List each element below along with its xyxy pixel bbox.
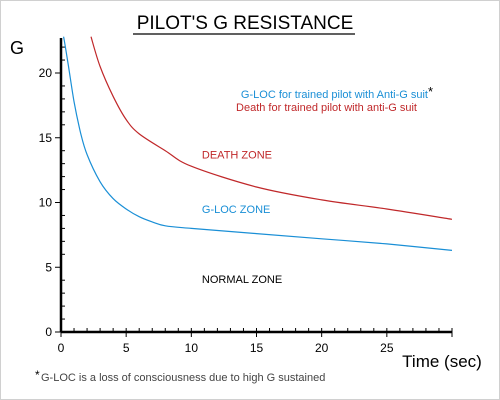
zone-label: NORMAL ZONE bbox=[202, 274, 282, 286]
chart-title: PILOT'S G RESISTANCE bbox=[137, 13, 354, 34]
footnote: * G-LOC is a loss of consciousness due t… bbox=[35, 368, 325, 384]
legend-entry-gloc: G-LOC for trained pilot with Anti-G suit bbox=[241, 89, 428, 101]
series-lines bbox=[63, 36, 452, 251]
legend: G-LOC for trained pilot with Anti-G suit… bbox=[236, 84, 433, 114]
x-tick-label: 25 bbox=[380, 341, 394, 355]
zone-annotations: DEATH ZONE G-LOC ZONE NORMAL ZONE bbox=[202, 149, 282, 285]
zone-label: G-LOC ZONE bbox=[202, 204, 270, 216]
ticks: 0 5 10 15 20 0 5 10 15 20 25 bbox=[39, 46, 453, 355]
y-tick-label: 5 bbox=[45, 260, 52, 274]
y-tick-label: 10 bbox=[39, 196, 53, 210]
y-tick-label: 15 bbox=[39, 131, 53, 145]
x-tick-label: 5 bbox=[123, 341, 130, 355]
x-tick-label: 20 bbox=[315, 341, 329, 355]
footnote-text: G-LOC is a loss of consciousness due to … bbox=[41, 372, 325, 384]
death-line bbox=[90, 36, 452, 220]
x-tick-label: 0 bbox=[58, 341, 65, 355]
y-tick-label: 20 bbox=[39, 66, 53, 80]
x-axis-label: Time (sec) bbox=[402, 352, 482, 371]
legend-entry-gloc-marker: * bbox=[428, 84, 433, 99]
y-tick-label: 0 bbox=[45, 325, 52, 339]
x-tick-label: 15 bbox=[250, 341, 264, 355]
footnote-marker: * bbox=[35, 368, 40, 382]
gloc-line bbox=[63, 36, 452, 251]
x-tick-label: 10 bbox=[185, 341, 199, 355]
legend-entry-death: Death for trained pilot with anti-G suit bbox=[236, 102, 417, 114]
y-axis-label: G bbox=[10, 38, 24, 58]
zone-label: DEATH ZONE bbox=[202, 149, 272, 161]
